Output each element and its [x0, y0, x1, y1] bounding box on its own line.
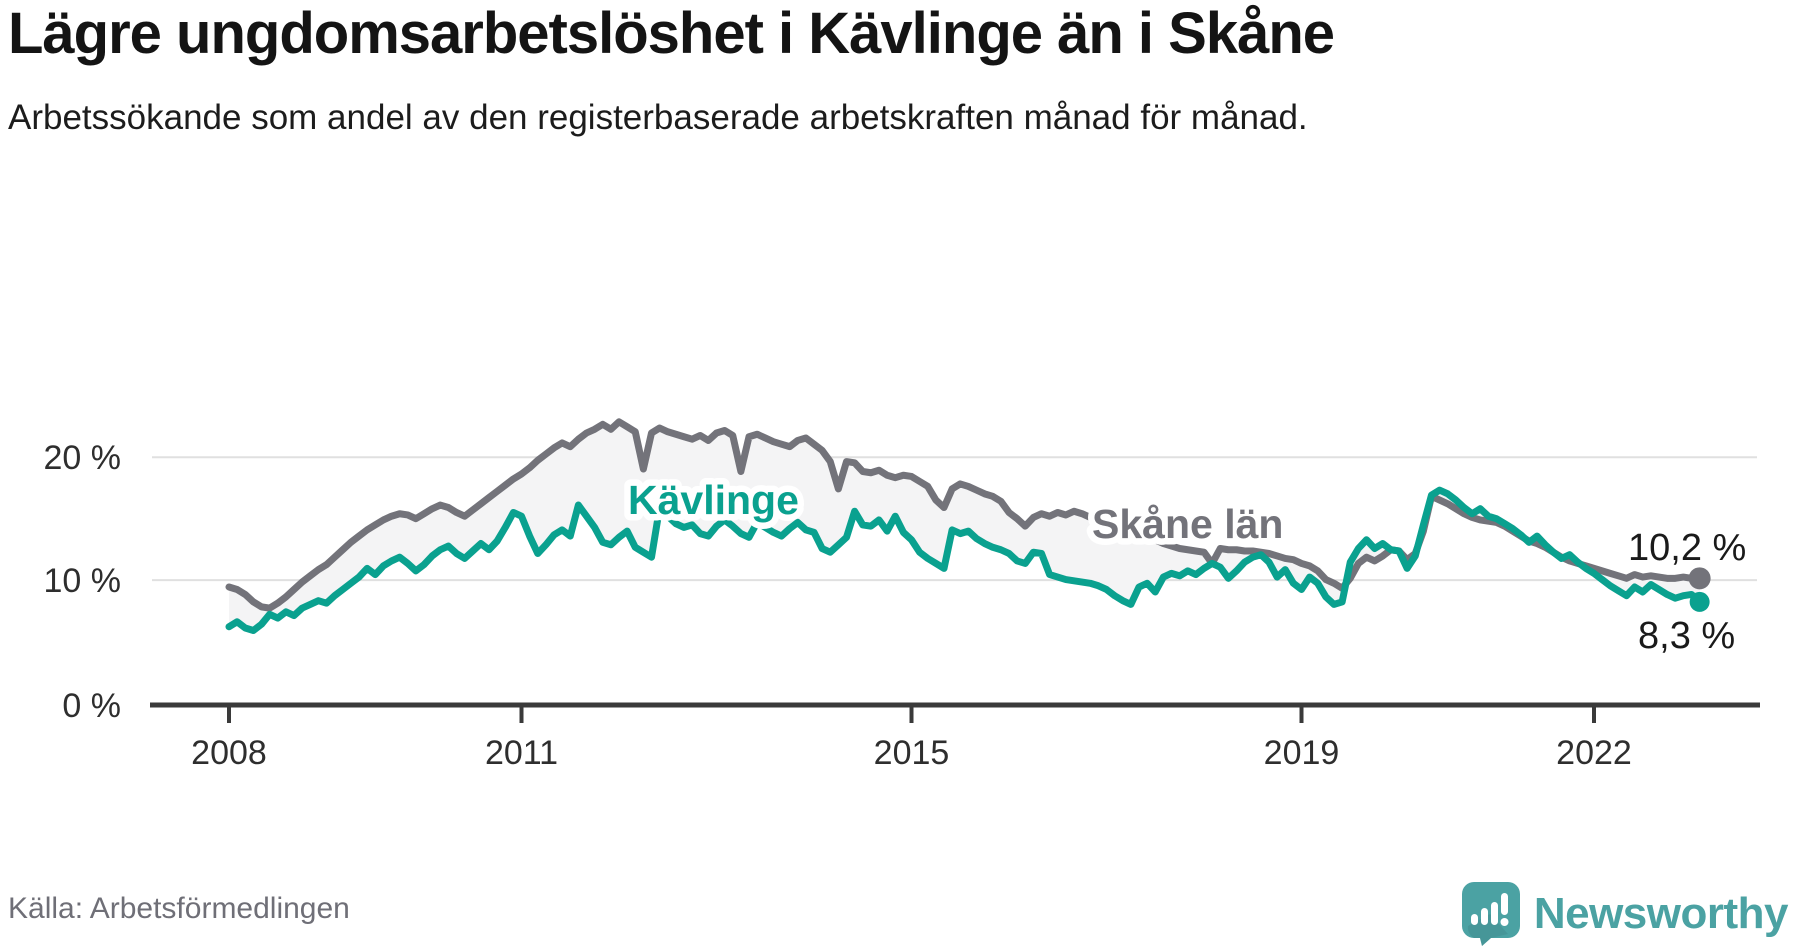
source-note: Källa: Arbetsförmedlingen	[8, 892, 350, 925]
between-series-area	[229, 421, 1700, 631]
y-tick-label-10: 10 %	[44, 562, 122, 600]
chart-header: Lägre ungdomsarbetslöshet i Kävlinge än …	[8, 1, 1335, 142]
x-tick-label-2015: 2015	[874, 734, 950, 772]
y-tick-label-0: 0 %	[62, 687, 121, 725]
skane-end-value-label: 10,2 %	[1628, 527, 1746, 569]
logo-bar-3	[1490, 902, 1498, 925]
x-tick-label-2022: 2022	[1556, 734, 1632, 772]
newsworthy-wordmark: Newsworthy	[1533, 889, 1789, 938]
kavlinge-line	[225, 486, 1704, 634]
y-tick-label-20: 20 %	[44, 439, 122, 477]
logo-bar-2	[1480, 908, 1488, 925]
logo-bar-1	[1470, 914, 1478, 925]
kavlinge-series-label: Kävlinge	[628, 477, 799, 523]
x-tick-label-2011: 2011	[485, 734, 558, 772]
skane-series-label: Skåne län	[1092, 501, 1283, 547]
page-title: Lägre ungdomsarbetslöshet i Kävlinge än …	[8, 1, 1335, 66]
skane-end-dot	[1688, 567, 1711, 590]
x-tick-label-2019: 2019	[1264, 734, 1340, 772]
logo-exclamation-bar	[1500, 893, 1508, 915]
chart-subtitle: Arbetssökande som andel av den registerb…	[8, 97, 1308, 137]
skane-line	[225, 418, 1704, 612]
newsworthy-logo-icon	[1461, 882, 1520, 946]
x-tick-label-2008: 2008	[191, 734, 267, 772]
logo-exclamation-dot	[1500, 918, 1509, 926]
newsworthy-brand: Newsworthy	[1461, 882, 1789, 946]
kavlinge-end-value-label: 8,3 %	[1638, 615, 1735, 657]
kavlinge-end-dot	[1689, 591, 1710, 612]
